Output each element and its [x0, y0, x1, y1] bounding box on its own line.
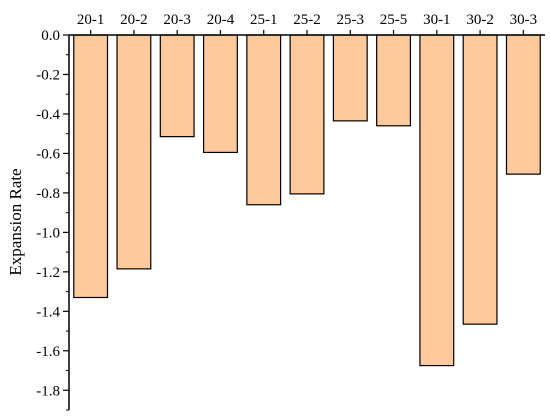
category-label: 25-3: [337, 12, 365, 28]
y-tick-label: -1.6: [36, 344, 60, 360]
y-tick-label: -0.2: [36, 67, 60, 83]
category-label: 30-3: [510, 12, 538, 28]
y-axis-title: Expansion Rate: [6, 168, 25, 275]
bar-25-1: [246, 34, 282, 206]
category-label: 20-4: [207, 12, 235, 28]
category-label: 25-2: [293, 12, 321, 28]
y-tick-label: -1.0: [36, 225, 60, 241]
category-label: 30-1: [423, 12, 451, 28]
bar-20-4: [202, 34, 238, 154]
category-label: 25-5: [380, 12, 408, 28]
y-tick-label: -0.6: [36, 146, 60, 162]
y-tick-label: -1.8: [36, 383, 60, 399]
category-label: 20-2: [120, 12, 148, 28]
y-tick-label: -1.4: [36, 304, 60, 320]
bar-25-5: [376, 34, 412, 127]
bar-30-1: [419, 34, 455, 367]
bar-20-2: [116, 34, 152, 270]
bar-30-2: [462, 34, 498, 325]
category-label: 20-1: [77, 12, 105, 28]
y-tick-label: -1.2: [36, 265, 60, 281]
y-tick-label: -0.8: [36, 186, 60, 202]
labels-group: 20-1 20-2 20-3 20-4 25-1 25-2 25-3 25-5 30-1 30-2…: [36, 12, 537, 399]
y-tick-label: 0.0: [41, 28, 60, 44]
bar-20-3: [159, 34, 195, 138]
category-label: 25-1: [250, 12, 278, 28]
bars-group: [73, 34, 541, 367]
bar-25-3: [332, 34, 368, 122]
category-label: 20-3: [163, 12, 191, 28]
axes-group: [63, 30, 545, 411]
bar-20-1: [73, 34, 109, 299]
y-tick-label: -0.4: [36, 107, 60, 123]
bar-30-3: [505, 34, 541, 175]
bar-25-2: [289, 34, 325, 195]
category-label: 30-2: [466, 12, 494, 28]
